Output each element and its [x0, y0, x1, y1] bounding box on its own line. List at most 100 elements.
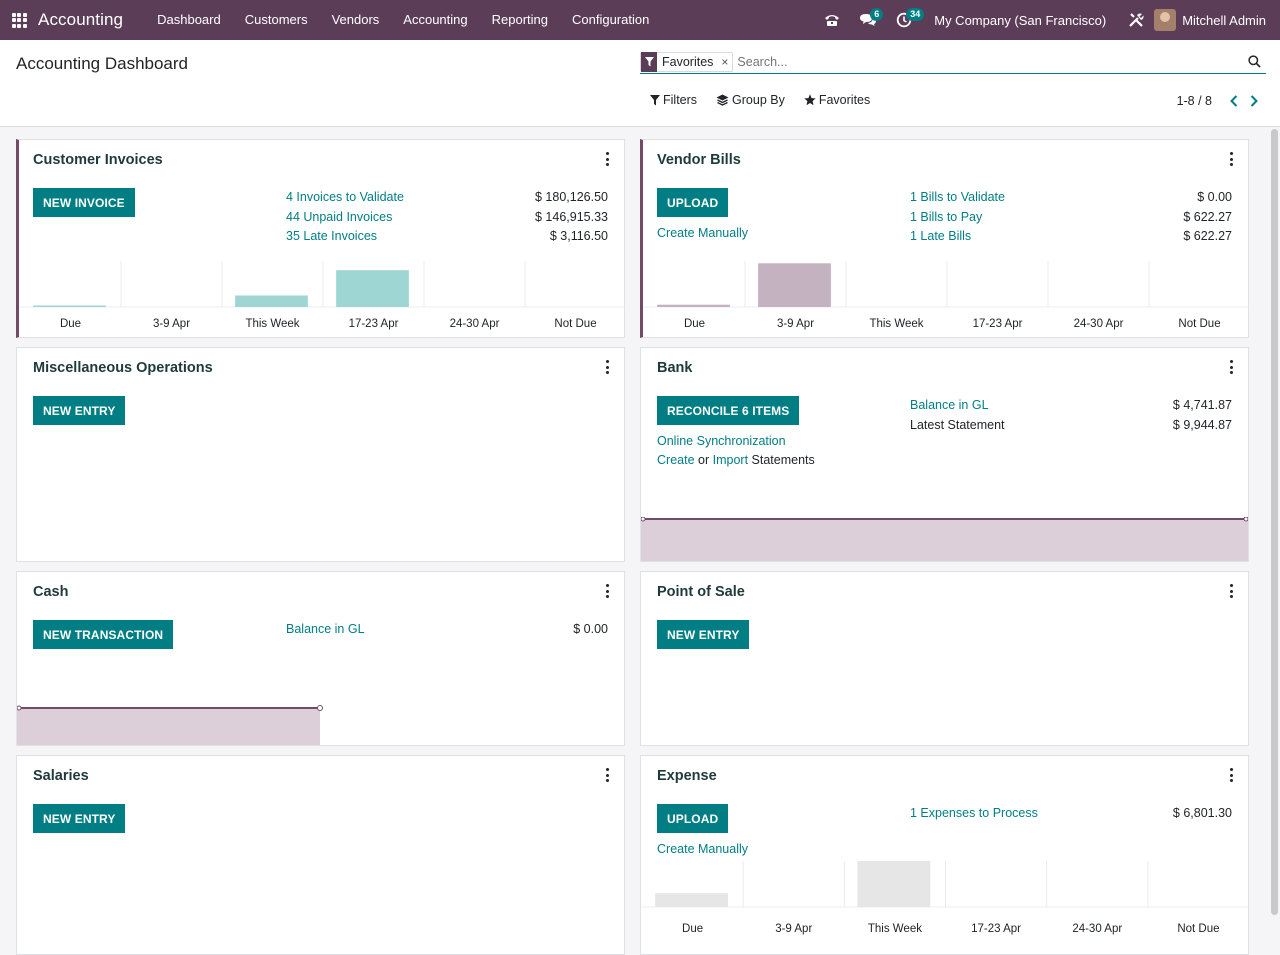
- card-menu-icon[interactable]: [604, 152, 610, 166]
- groupby-toggle[interactable]: Group By: [716, 93, 785, 107]
- card-title[interactable]: Expense: [657, 768, 717, 784]
- debug-tools-icon[interactable]: [1118, 0, 1154, 40]
- import-statement-link[interactable]: Import: [712, 453, 749, 467]
- page-title: Accounting Dashboard: [16, 54, 189, 73]
- latest-statement-label: Latest Statement: [910, 418, 1005, 432]
- filters-label: Filters: [663, 93, 698, 107]
- chart-x-label: Not Due: [1177, 923, 1219, 935]
- journal-card-misc-operations: Miscellaneous Operations NEW ENTRY: [16, 347, 625, 562]
- app-brand[interactable]: Accounting: [38, 10, 124, 29]
- invoices-to-validate-link[interactable]: 4 Invoices to Validate: [286, 190, 404, 204]
- menu-dashboard[interactable]: Dashboard: [157, 12, 221, 27]
- star-icon: [804, 94, 816, 106]
- facet-remove-icon[interactable]: ×: [721, 54, 729, 69]
- phone-icon[interactable]: [814, 0, 850, 40]
- unpaid-invoices-link[interactable]: 44 Unpaid Invoices: [286, 210, 393, 224]
- user-avatar: [1154, 9, 1177, 31]
- menu-vendors[interactable]: Vendors: [331, 12, 380, 27]
- card-menu-icon[interactable]: [1228, 360, 1234, 374]
- chart-x-label: 17-23 Apr: [973, 318, 1023, 330]
- bills-bar-chart[interactable]: Due 3-9 Apr This Week 17-23 Apr 24-30 Apr Not…: [643, 261, 1249, 337]
- journal-card-vendor-bills: Vendor Bills UPLOAD Create Manually 1 Bi…: [640, 139, 1249, 338]
- journal-card-expense: Expense UPLOAD Create Manually 1 Expense…: [640, 755, 1249, 955]
- new-invoice-button[interactable]: NEW INVOICE: [33, 188, 135, 217]
- expenses-bar-chart[interactable]: Due 3-9 Apr This Week 17-23 Apr 24-30 Apr Not…: [641, 861, 1248, 943]
- new-transaction-button[interactable]: NEW TRANSACTION: [33, 620, 174, 649]
- unpaid-invoices-amount: $ 146,915.33: [535, 210, 608, 224]
- card-menu-icon[interactable]: [1228, 584, 1234, 598]
- bills-to-validate-amount: $ 0.00: [1197, 190, 1232, 204]
- messages-icon[interactable]: 6: [850, 0, 886, 40]
- chart-x-label: 17-23 Apr: [971, 923, 1021, 935]
- pager-next-icon[interactable]: [1244, 91, 1264, 111]
- app-grid-icon[interactable]: [0, 0, 38, 40]
- card-menu-icon[interactable]: [1228, 768, 1234, 782]
- new-entry-button[interactable]: NEW ENTRY: [33, 396, 126, 425]
- online-synchronization-link[interactable]: Online Synchronization: [657, 434, 786, 448]
- card-title[interactable]: Cash: [33, 584, 69, 600]
- upload-expense-button[interactable]: UPLOAD: [657, 804, 729, 833]
- favorites-toggle[interactable]: Favorites: [804, 93, 870, 107]
- card-title[interactable]: Salaries: [33, 768, 89, 784]
- journal-card-bank: Bank RECONCILE 6 ITEMS Online Synchroniz…: [640, 347, 1249, 562]
- create-expense-manually-link[interactable]: Create Manually: [657, 842, 749, 856]
- card-title[interactable]: Vendor Bills: [657, 152, 741, 168]
- card-title[interactable]: Miscellaneous Operations: [33, 360, 213, 376]
- upload-bill-button[interactable]: UPLOAD: [657, 188, 729, 217]
- reconcile-items-button[interactable]: RECONCILE 6 ITEMS: [657, 396, 800, 425]
- bills-to-pay-link[interactable]: 1 Bills to Pay: [910, 210, 983, 224]
- groupby-label: Group By: [732, 93, 785, 107]
- menu-reporting[interactable]: Reporting: [491, 12, 548, 27]
- chart-bar: [655, 893, 729, 907]
- balance-in-gl-amount: $ 4,741.87: [1172, 398, 1232, 412]
- activities-clock-icon[interactable]: 34: [886, 0, 925, 40]
- chart-x-label: Due: [682, 923, 703, 935]
- invoices-to-validate-amount: $ 180,126.50: [535, 190, 608, 204]
- cash-balance-in-gl-link[interactable]: Balance in GL: [286, 622, 365, 636]
- invoices-bar-chart[interactable]: Due 3-9 Apr This Week 17-23 Apr 24-30 Apr Not…: [19, 261, 625, 337]
- bills-to-validate-link[interactable]: 1 Bills to Validate: [910, 190, 1005, 204]
- search-icon[interactable]: [1242, 50, 1266, 74]
- bank-balance-area: [641, 519, 1248, 561]
- card-title[interactable]: Bank: [657, 360, 693, 376]
- cash-balance-in-gl-amount: $ 0.00: [573, 622, 608, 636]
- chart-x-label: This Week: [245, 318, 299, 330]
- balance-in-gl-link[interactable]: Balance in GL: [910, 398, 989, 412]
- pos-new-entry-button[interactable]: NEW ENTRY: [657, 620, 750, 649]
- create-statement-link[interactable]: Create: [657, 453, 695, 467]
- pager-value[interactable]: 1-8 / 8: [1176, 94, 1212, 108]
- navbar-systray: 6 34 My Company (San Francisco) Mitchell…: [814, 0, 1280, 40]
- card-menu-icon[interactable]: [1228, 152, 1234, 166]
- card-menu-icon[interactable]: [604, 584, 610, 598]
- menu-accounting[interactable]: Accounting: [403, 12, 468, 27]
- card-title[interactable]: Point of Sale: [657, 584, 745, 600]
- bank-balance-line-chart[interactable]: [641, 517, 1248, 561]
- filters-toggle[interactable]: Filters: [650, 93, 697, 107]
- chart-x-label: Due: [60, 318, 81, 330]
- menu-customers[interactable]: Customers: [244, 12, 308, 27]
- expenses-to-process-link[interactable]: 1 Expenses to Process: [910, 806, 1038, 820]
- chart-bar: [758, 263, 831, 307]
- bank-point-end: [1243, 517, 1248, 522]
- page-scrollbar[interactable]: [1271, 129, 1278, 915]
- cash-point-start: [17, 705, 22, 711]
- card-menu-icon[interactable]: [604, 768, 610, 782]
- late-bills-link[interactable]: 1 Late Bills: [910, 229, 972, 243]
- latest-statement-amount: $ 9,944.87: [1172, 418, 1232, 432]
- expenses-to-process-amount: $ 6,801.30: [1172, 806, 1232, 820]
- pager-previous-icon[interactable]: [1224, 91, 1244, 111]
- menu-configuration[interactable]: Configuration: [572, 12, 650, 27]
- cash-balance-line-chart[interactable]: [17, 705, 624, 745]
- search-options: Filters Group By Favorites: [650, 93, 889, 107]
- cash-balance-area: [17, 708, 320, 745]
- search-input[interactable]: [737, 54, 1242, 69]
- company-switcher[interactable]: My Company (San Francisco): [934, 12, 1107, 28]
- late-invoices-link[interactable]: 35 Late Invoices: [286, 229, 378, 243]
- card-title[interactable]: Customer Invoices: [33, 152, 163, 168]
- card-menu-icon[interactable]: [604, 360, 610, 374]
- chart-x-label: Not Due: [554, 318, 596, 330]
- salaries-new-entry-button[interactable]: NEW ENTRY: [33, 804, 126, 833]
- journal-card-salaries: Salaries NEW ENTRY: [16, 755, 625, 955]
- create-bill-manually-link[interactable]: Create Manually: [657, 226, 749, 240]
- user-menu[interactable]: Mitchell Admin: [1154, 9, 1280, 31]
